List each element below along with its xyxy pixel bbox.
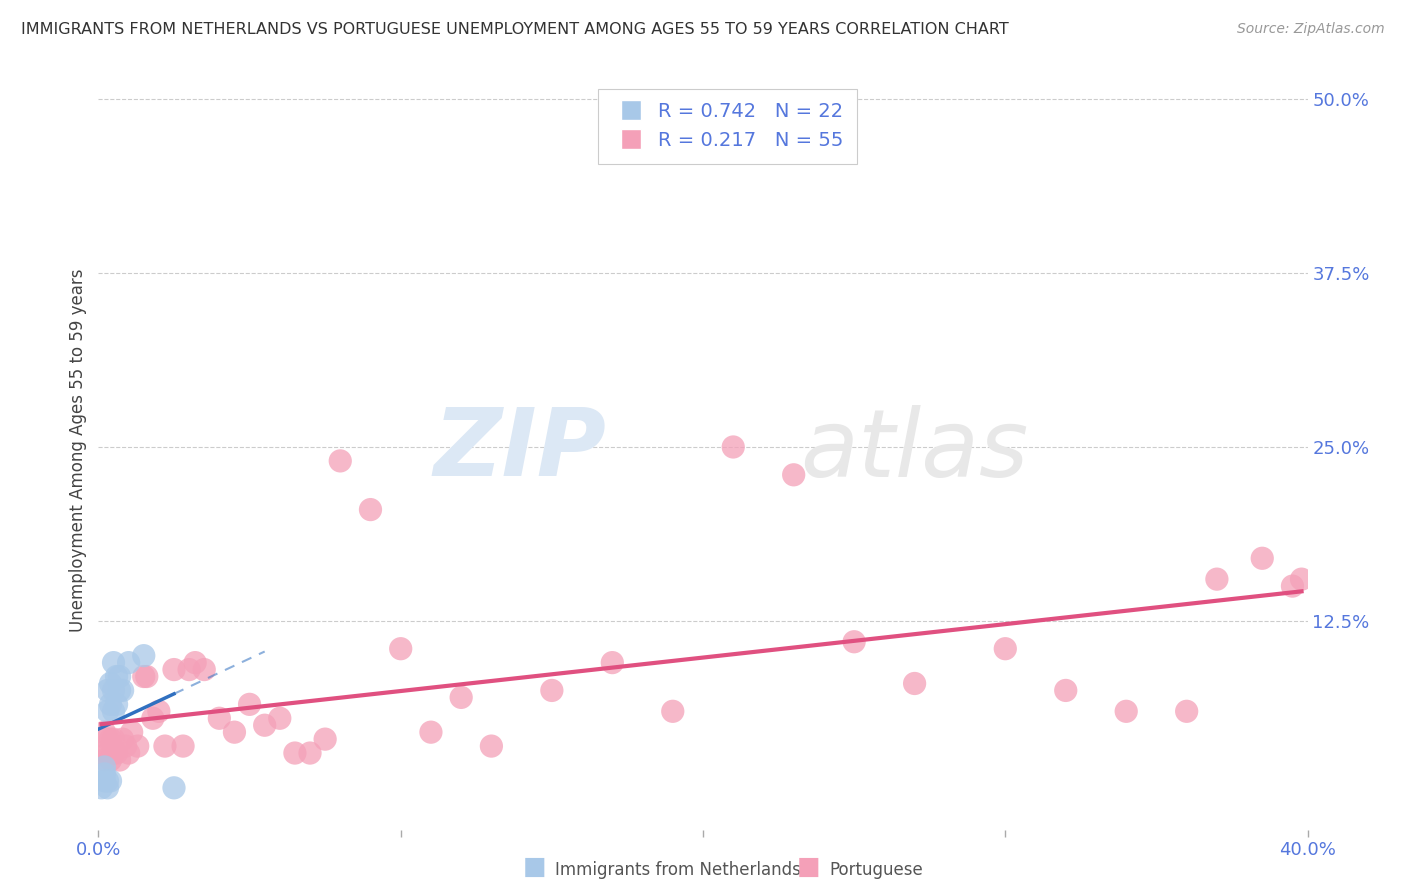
Y-axis label: Unemployment Among Ages 55 to 59 years: Unemployment Among Ages 55 to 59 years (69, 268, 87, 632)
Point (108, 669, 131, 683)
Point (661, 704, 683, 718)
Point (100, 753, 122, 767)
Point (127, 739, 149, 753)
Point (96, 732, 118, 747)
Text: ■: ■ (797, 855, 820, 879)
Point (103, 683, 125, 698)
Point (253, 718, 276, 732)
Point (103, 732, 125, 747)
Point (93, 753, 115, 767)
Point (96, 780, 118, 795)
Point (269, 711, 291, 725)
Point (90, 746, 112, 760)
Point (844, 634, 866, 648)
Point (96, 746, 118, 760)
Point (148, 704, 170, 718)
Point (108, 683, 131, 698)
Point (420, 725, 443, 739)
Point (118, 746, 141, 760)
Point (329, 454, 352, 468)
Point (904, 676, 927, 690)
Point (93, 767, 115, 781)
Point (93, 760, 115, 774)
Text: atlas: atlas (800, 405, 1028, 496)
Text: ■: ■ (523, 855, 546, 879)
Point (105, 746, 128, 760)
Point (132, 648, 155, 663)
Point (994, 641, 1017, 656)
Point (114, 739, 136, 753)
Point (96, 683, 118, 698)
Point (1054, 683, 1077, 698)
Point (105, 669, 128, 683)
Point (118, 656, 141, 670)
Point (100, 773, 122, 788)
Point (103, 746, 125, 760)
Point (1281, 579, 1303, 593)
Text: Immigrants from Netherlands: Immigrants from Netherlands (555, 861, 801, 879)
Text: IMMIGRANTS FROM NETHERLANDS VS PORTUGUESE UNEMPLOYMENT AMONG AGES 55 TO 59 YEARS: IMMIGRANTS FROM NETHERLANDS VS PORTUGUES… (21, 22, 1010, 37)
Point (163, 663, 186, 677)
Point (100, 676, 122, 690)
Legend: R = 0.742   N = 22, R = 0.217   N = 55: R = 0.742 N = 22, R = 0.217 N = 55 (598, 88, 856, 163)
Text: Portuguese: Portuguese (830, 861, 924, 879)
Point (1175, 704, 1198, 718)
Point (163, 780, 186, 795)
Point (153, 739, 176, 753)
Point (723, 440, 745, 454)
Point (111, 732, 134, 747)
Point (142, 711, 165, 725)
Point (93, 725, 115, 739)
Point (172, 739, 194, 753)
Point (103, 656, 125, 670)
Point (602, 656, 624, 670)
Point (299, 746, 322, 760)
Point (105, 698, 128, 712)
Text: ZIP: ZIP (433, 404, 606, 497)
Point (100, 698, 122, 712)
Point (90, 780, 112, 795)
Point (360, 502, 382, 516)
Point (481, 739, 503, 753)
Point (100, 732, 122, 747)
Point (239, 698, 262, 712)
Point (389, 641, 412, 656)
Text: Source: ZipAtlas.com: Source: ZipAtlas.com (1237, 22, 1385, 37)
Point (1251, 551, 1274, 566)
Point (96, 773, 118, 788)
Point (111, 683, 134, 698)
Point (540, 683, 562, 698)
Point (1291, 572, 1313, 586)
Point (314, 732, 336, 747)
Point (224, 725, 246, 739)
Point (179, 663, 201, 677)
Point (783, 467, 806, 482)
Point (132, 669, 155, 683)
Point (208, 711, 231, 725)
Point (284, 746, 307, 760)
Point (193, 663, 215, 677)
Point (103, 704, 125, 718)
Point (184, 656, 207, 670)
Point (121, 725, 143, 739)
Point (450, 690, 472, 705)
Point (1115, 704, 1137, 718)
Point (108, 753, 131, 767)
Point (93, 773, 115, 788)
Point (135, 669, 157, 683)
Point (96, 704, 118, 718)
Point (1206, 572, 1229, 586)
